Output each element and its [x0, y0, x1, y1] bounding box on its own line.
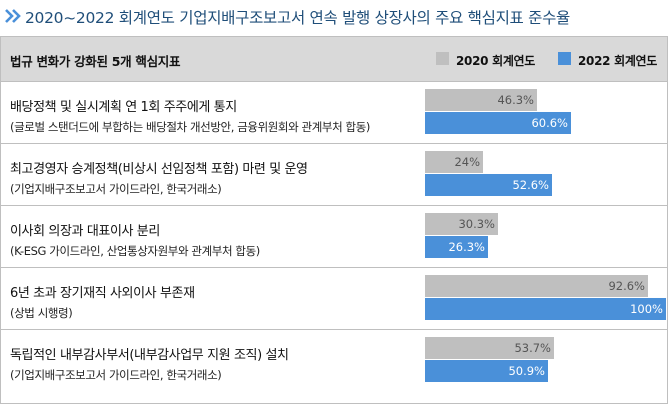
bar-value-2020: 30.3%: [458, 217, 495, 231]
table-row: 최고경영자 승계정책(비상시 선임정책 포함) 마련 및 운영 (기업지배구조보…: [1, 143, 667, 205]
bar-2022: 52.6%: [425, 174, 552, 196]
bar-value-2022: 100%: [630, 302, 663, 316]
legend-label-2020: 2020 회계연도: [456, 54, 536, 68]
indicator-source: (K-ESG 가이드라인, 산업통상자원부와 관계부처 합동): [10, 244, 260, 258]
header-label: 법규 변화가 강화된 5개 핵심지표: [10, 54, 181, 69]
indicator-label: 이사회 의장과 대표이사 분리: [10, 224, 160, 239]
bar-2020: 53.7%: [425, 337, 554, 359]
legend-label-2022: 2022 회계연도: [578, 54, 658, 68]
bar-2020: 24%: [425, 151, 483, 173]
table-row: 6년 초과 장기재직 사외이사 부존재 (상법 시행령) 92.6% 100%: [1, 267, 667, 329]
bar-2020: 30.3%: [425, 213, 498, 235]
bar-2022: 50.9%: [425, 360, 548, 382]
indicator-source: (상법 시행령): [10, 306, 73, 320]
bar-2020: 46.3%: [425, 89, 537, 111]
bar-2022: 26.3%: [425, 236, 488, 258]
indicator-source: (기업지배구조보고서 가이드라인, 한국거래소): [10, 182, 222, 196]
bar-value-2022: 26.3%: [448, 240, 485, 254]
bar-value-2022: 60.6%: [531, 116, 568, 130]
table-row: 이사회 의장과 대표이사 분리 (K-ESG 가이드라인, 산업통상자원부와 관…: [1, 205, 667, 267]
bar-value-2022: 52.6%: [512, 178, 549, 192]
bar-2022: 60.6%: [425, 112, 571, 134]
indicator-source: (기업지배구조보고서 가이드라인, 한국거래소): [10, 368, 222, 382]
table-row: 배당정책 및 실시계획 연 1회 주주에게 통지 (글로벌 스탠더드에 부합하는…: [1, 81, 667, 143]
indicator-label: 배당정책 및 실시계획 연 1회 주주에게 통지: [10, 100, 237, 115]
indicator-label: 6년 초과 장기재직 사외이사 부존재: [10, 286, 195, 301]
chart-title: 2020~2022 회계연도 기업지배구조보고서 연속 발행 상장사의 주요 핵…: [25, 9, 570, 27]
bar-value-2020: 53.7%: [514, 341, 551, 355]
indicator-source: (글로벌 스탠더드에 부합하는 배당절차 개선방안, 금융위원회와 관계부처 합…: [10, 120, 370, 134]
table-header: 법규 변화가 강화된 5개 핵심지표 2020 회계연도 2022 회계연도: [1, 37, 667, 81]
bar-2022: 100%: [425, 298, 666, 320]
legend-swatch-2020: [436, 52, 449, 65]
bar-2020: 92.6%: [425, 275, 648, 297]
double-chevron-right-icon: [5, 9, 21, 23]
indicator-table: 법규 변화가 강화된 5개 핵심지표 2020 회계연도 2022 회계연도 배…: [0, 36, 668, 404]
title-bar: 2020~2022 회계연도 기업지배구조보고서 연속 발행 상장사의 주요 핵…: [0, 0, 670, 34]
bar-value-2020: 24%: [454, 155, 480, 169]
indicator-label: 최고경영자 승계정책(비상시 선임정책 포함) 마련 및 운영: [10, 162, 308, 177]
bar-value-2020: 46.3%: [497, 93, 534, 107]
table-row: 독립적인 내부감사부서(내부감사업무 지원 조직) 설치 (기업지배구조보고서 …: [1, 329, 667, 391]
legend-swatch-2022: [558, 52, 571, 65]
indicator-label: 독립적인 내부감사부서(내부감사업무 지원 조직) 설치: [10, 348, 289, 363]
bar-value-2022: 50.9%: [508, 364, 545, 378]
bar-value-2020: 92.6%: [608, 279, 645, 293]
